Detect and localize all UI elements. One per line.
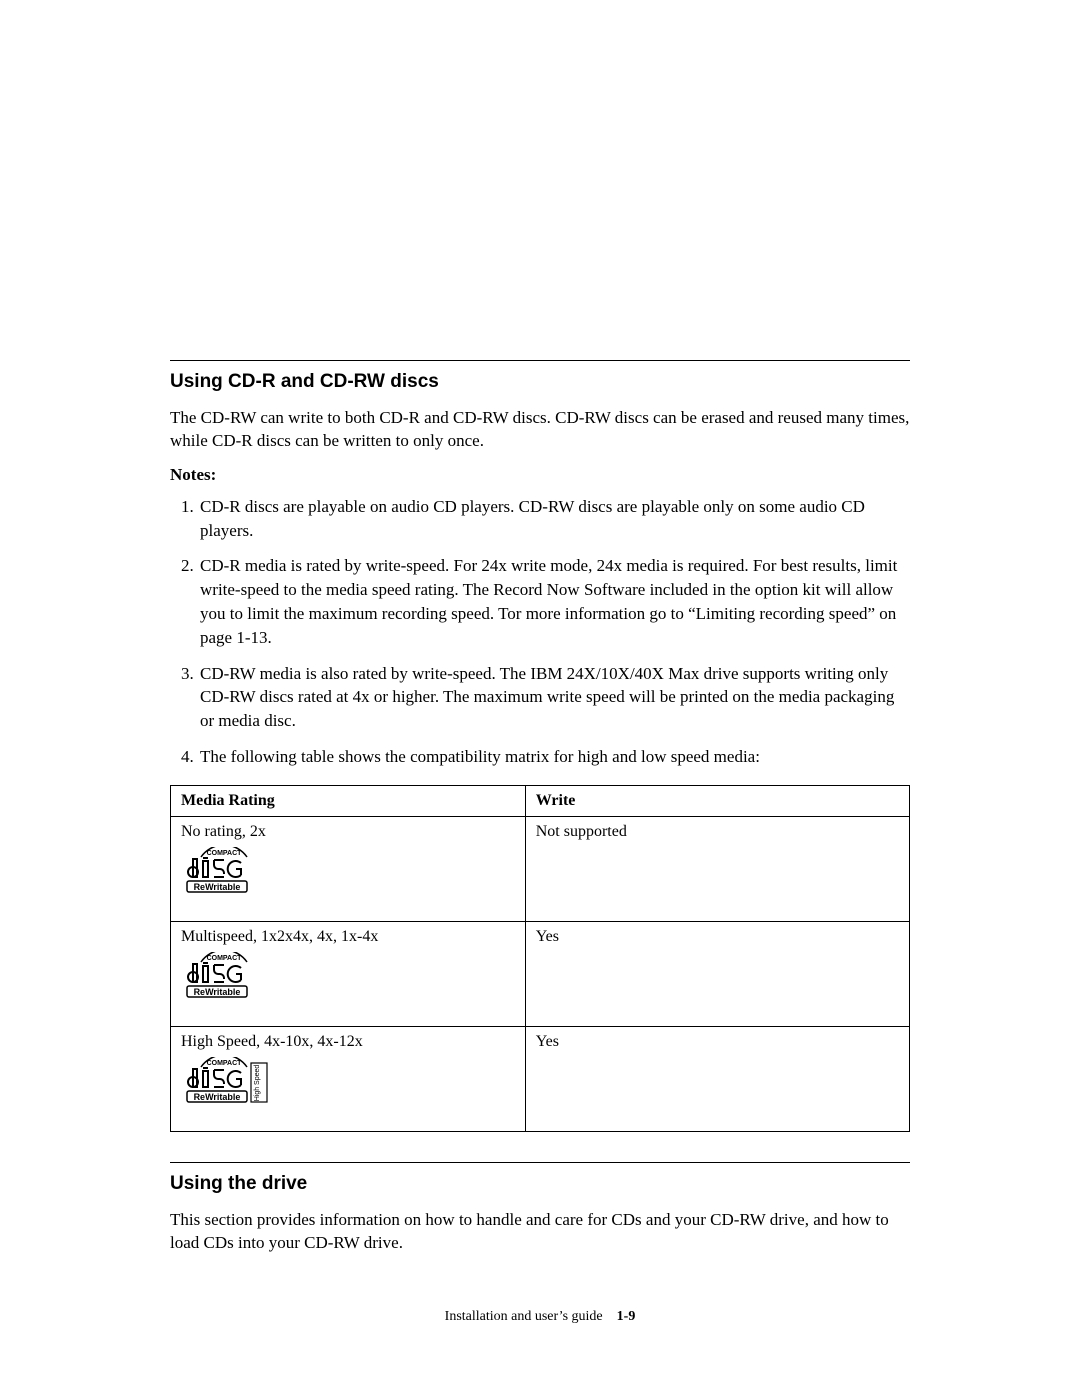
table-header-media: Media Rating: [171, 785, 526, 816]
svg-text:ReWritable: ReWritable: [194, 1092, 241, 1102]
cell-write: Yes: [525, 921, 909, 1026]
page: Using CD-R and CD-RW discs The CD-RW can…: [0, 0, 1080, 1397]
drive-paragraph: This section provides information on how…: [170, 1209, 910, 1255]
media-label: No rating, 2x: [181, 823, 515, 841]
notes-label: Notes:: [170, 465, 910, 485]
svg-text:COMPACT: COMPACT: [207, 1060, 243, 1067]
svg-text:COMPACT: COMPACT: [207, 850, 243, 857]
section-rule: [170, 360, 910, 361]
table-header-row: Media Rating Write: [171, 785, 910, 816]
media-label: High Speed, 4x-10x, 4x-12x: [181, 1033, 515, 1051]
cell-write: Not supported: [525, 816, 909, 921]
note-item: CD-RW media is also rated by write-speed…: [198, 662, 910, 733]
section-rule: [170, 1162, 910, 1163]
media-label: Multispeed, 1x2x4x, 4x, 1x-4x: [181, 928, 515, 946]
svg-text:COMPACT: COMPACT: [207, 955, 243, 962]
compact-disc-rewritable-high-speed-icon: COMPACT ReWritable High Speed: [181, 1057, 515, 1108]
note-item: CD-R discs are playable on audio CD play…: [198, 495, 910, 543]
table-row: Multispeed, 1x2x4x, 4x, 1x-4x COMPACT ReW…: [171, 921, 910, 1026]
footer-text: Installation and user’s guide: [445, 1309, 603, 1324]
page-footer: Installation and user’s guide 1-9: [0, 1309, 1080, 1325]
intro-paragraph: The CD-RW can write to both CD-R and CD-…: [170, 407, 910, 453]
compact-disc-rewritable-icon: COMPACT ReWritable: [181, 847, 515, 898]
cell-write: Yes: [525, 1026, 909, 1131]
table-row: High Speed, 4x-10x, 4x-12x COMPACT ReWrit…: [171, 1026, 910, 1131]
svg-text:High Speed: High Speed: [254, 1064, 261, 1101]
svg-text:ReWritable: ReWritable: [194, 882, 241, 892]
compatibility-table: Media Rating Write No rating, 2x COMPACT…: [170, 785, 910, 1132]
notes-list: CD-R discs are playable on audio CD play…: [170, 495, 910, 769]
footer-page-number: 1-9: [617, 1309, 636, 1324]
svg-text:ReWritable: ReWritable: [194, 987, 241, 997]
section-title-drive: Using the drive: [170, 1173, 910, 1195]
cell-media-rating: No rating, 2x COMPACT ReWritable: [171, 816, 526, 921]
table-row: No rating, 2x COMPACT ReWritable Not supp…: [171, 816, 910, 921]
section-title-cdr: Using CD-R and CD-RW discs: [170, 371, 910, 393]
cell-media-rating: Multispeed, 1x2x4x, 4x, 1x-4x COMPACT ReW…: [171, 921, 526, 1026]
note-item: The following table shows the compatibil…: [198, 745, 910, 769]
cell-media-rating: High Speed, 4x-10x, 4x-12x COMPACT ReWrit…: [171, 1026, 526, 1131]
note-item: CD-R media is rated by write-speed. For …: [198, 554, 910, 649]
table-header-write: Write: [525, 785, 909, 816]
compact-disc-rewritable-icon: COMPACT ReWritable: [181, 952, 515, 1003]
